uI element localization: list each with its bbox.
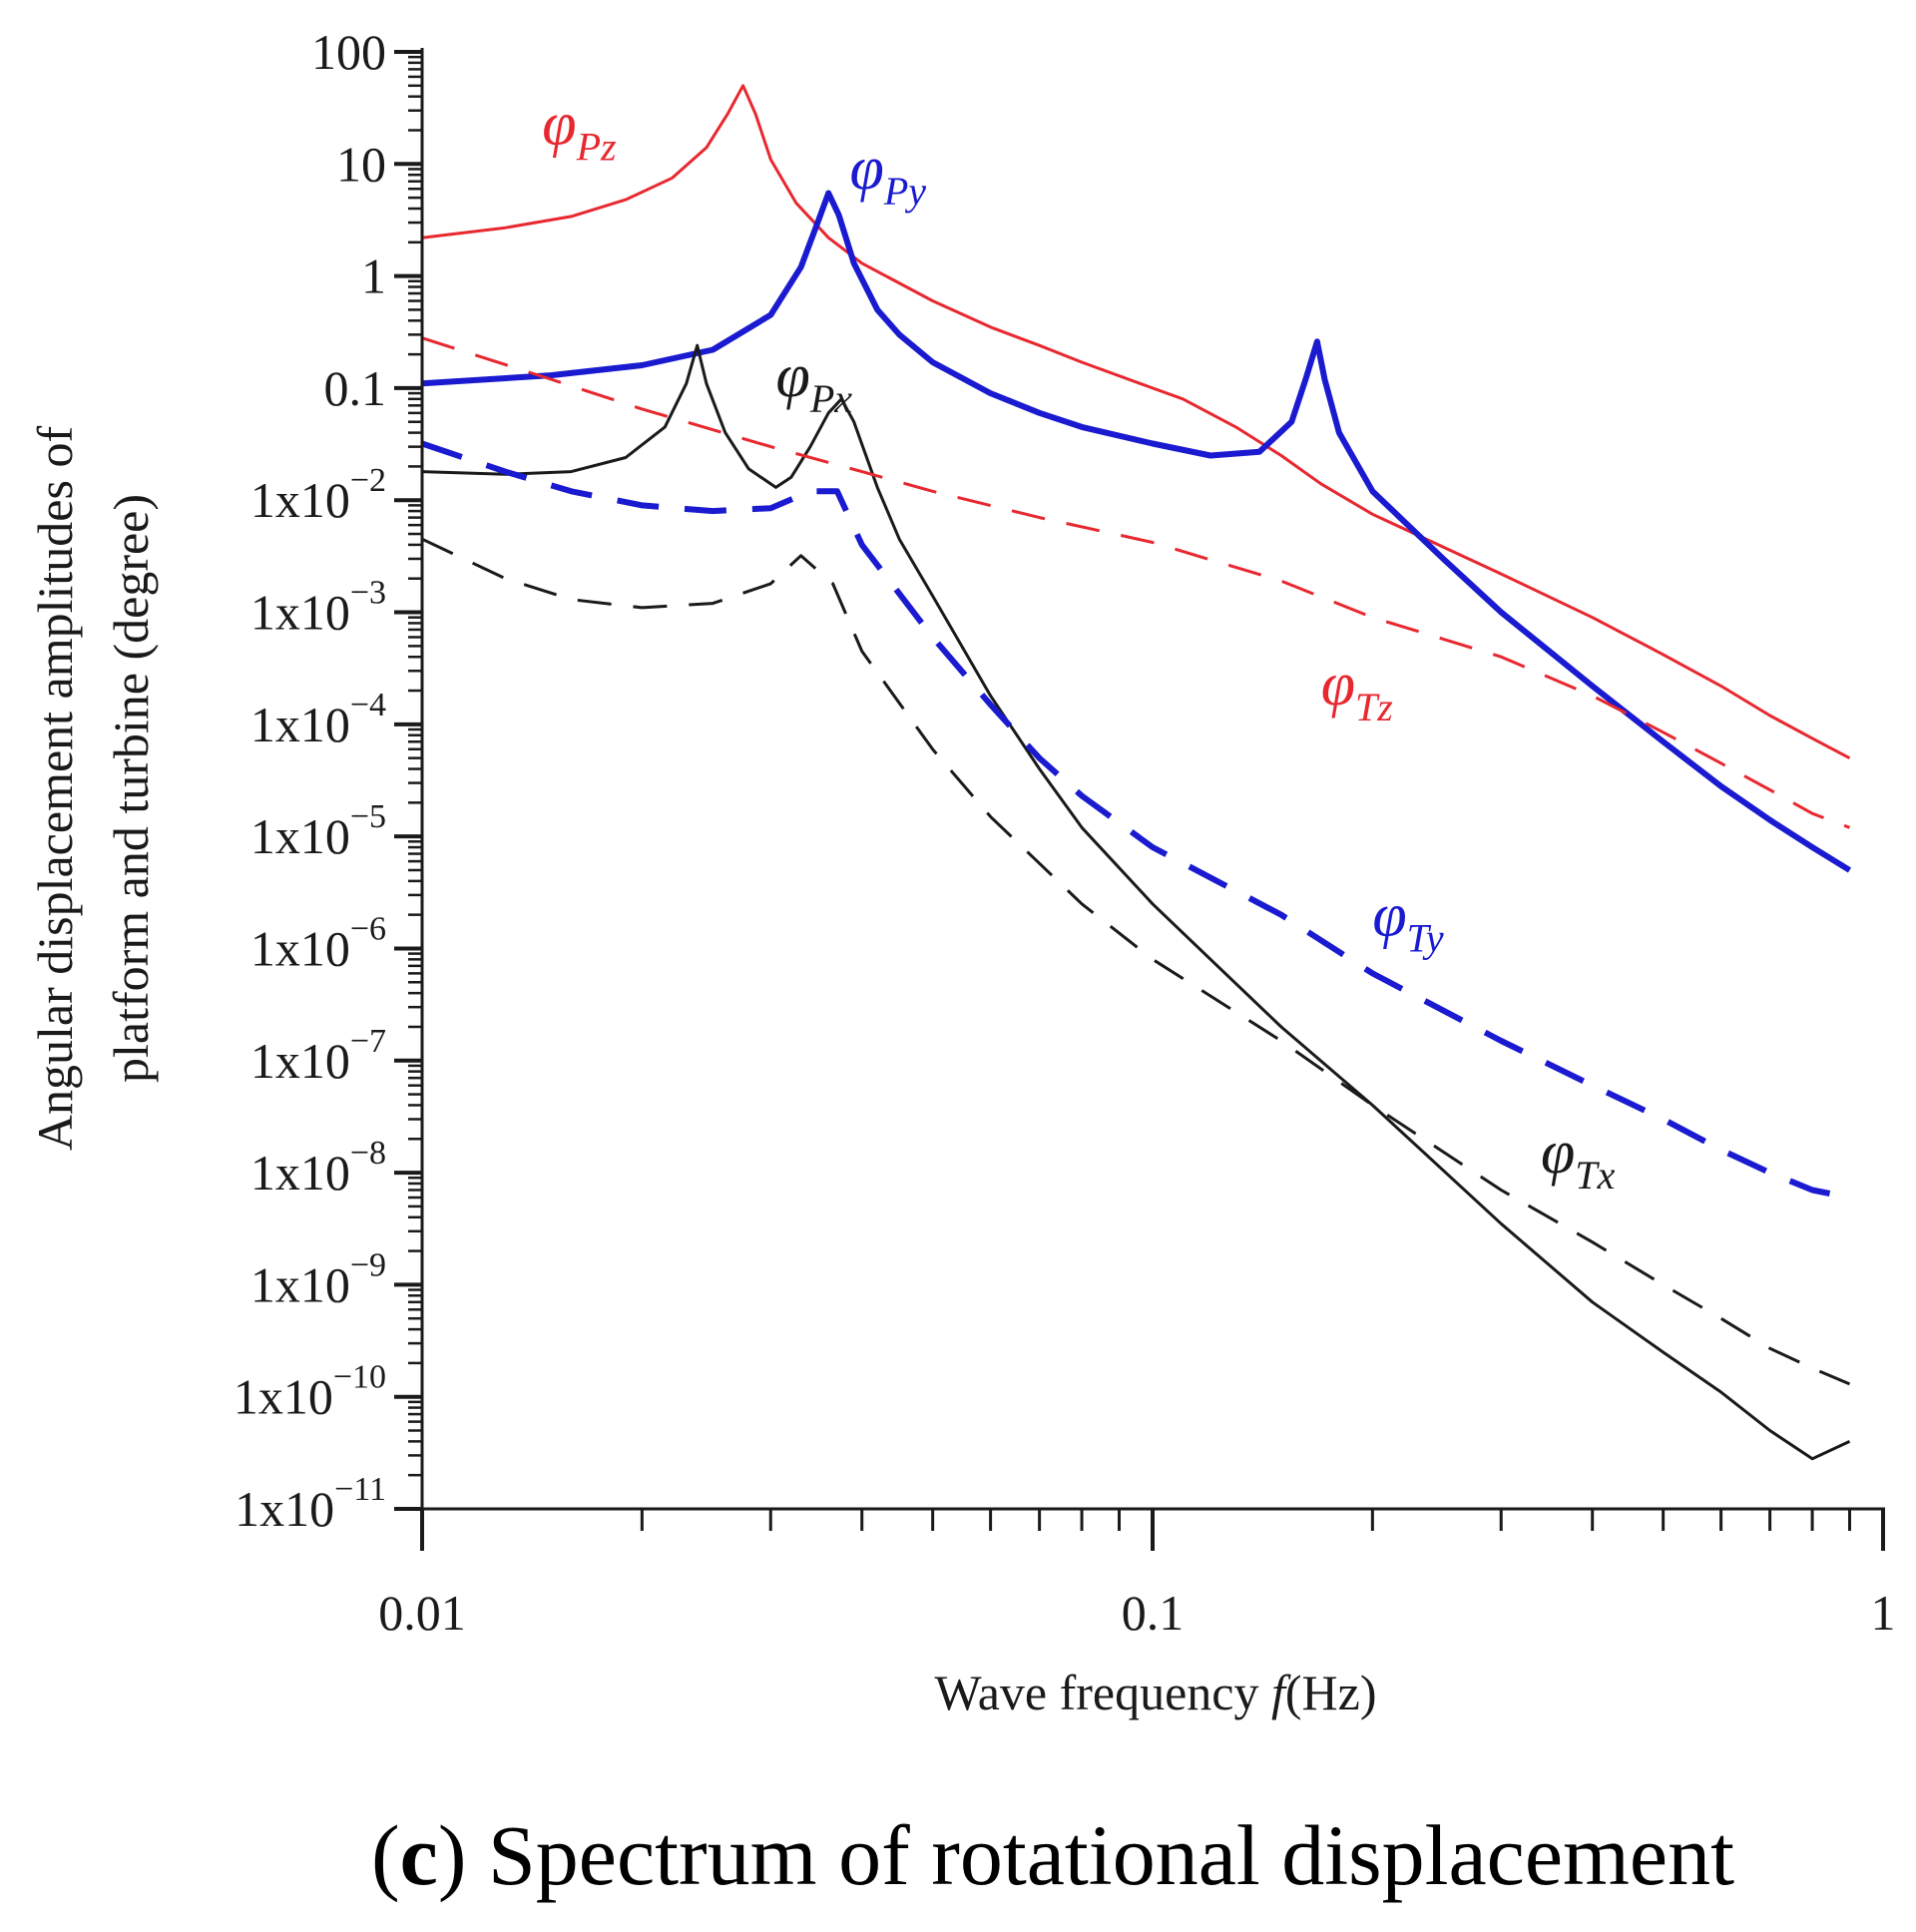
caption-open-paren: ( [371,1807,400,1903]
y-tick-label-base: 1x10 [250,472,350,528]
ticks-layer: 1001010.11x10−21x10−31x10−41x10−51x10−61… [234,24,1896,1641]
series-label-subscript: Ty [1407,916,1444,961]
y-tick-label: 1x10−10 [234,1359,386,1425]
series-label-tz: φTz [1321,651,1394,729]
y-tick-label-base: 1x10 [250,808,350,864]
y-tick-label: 100 [311,24,386,80]
y-tick-label-base: 1x10 [250,920,350,976]
y-tick-label-exponent: −3 [350,575,386,612]
series-label-subscript: Py [883,169,926,214]
series-label-px: φPx [776,342,853,421]
series-label-tx: φTx [1541,1119,1616,1198]
y-tick-label: 1x10−7 [250,1023,386,1089]
series-label-py: φPy [850,135,927,214]
series-label-symbol: φ [1372,882,1406,950]
y-tick-label: 1x10−6 [250,910,386,976]
y-tick-label-exponent: −8 [350,1135,386,1172]
series-layer [421,84,1852,1461]
x-axis-title-text: Wave frequency [935,1665,1271,1720]
series-label-subscript: Tz [1355,685,1393,729]
y-tick-label: 1x10−2 [250,462,386,528]
y-tick-label: 1x10−9 [250,1246,386,1312]
y-axis-title-line1: Angular displacement amplitudes of [27,426,83,1152]
y-tick-label-exponent: −6 [350,910,386,947]
y-tick-label: 0.1 [324,360,387,416]
y-tick-label: 1x10−11 [235,1471,386,1537]
series-label-symbol: φ [1541,1119,1575,1187]
y-tick-label-exponent: −7 [350,1023,386,1060]
y-tick-label-exponent: −9 [350,1246,386,1283]
series-label-symbol: φ [542,91,576,159]
series-label-subscript: Px [809,376,852,421]
y-tick-label-base: 1x10 [250,1256,350,1312]
series-label-symbol: φ [850,135,884,203]
y-tick-label-base: 1x10 [234,1369,333,1425]
y-tick-label-base: 1x10 [250,1145,350,1201]
series-line-tx [421,537,1851,1386]
series-line-pz [421,84,1851,760]
y-tick-label-exponent: −4 [350,687,386,724]
y-tick-label-exponent: −10 [333,1359,386,1396]
y-tick-label: 1x10−5 [250,798,386,864]
series-label-pz: φPz [542,91,617,170]
axes-layer [420,48,1885,1511]
series-label-symbol: φ [1321,651,1355,719]
series-line-tz [421,336,1851,829]
y-tick-label-exponent: −2 [350,462,386,499]
figure-caption: (c) Spectrum of rotational displacement [371,1807,1734,1903]
series-line-ty [421,440,1851,1201]
series-label-symbol: φ [776,342,810,410]
y-tick-label-base: 1x10 [250,1033,350,1089]
series-label-subscript: Pz [576,125,617,170]
y-tick-label-base: 1x10 [250,585,350,641]
y-tick-label: 1x10−3 [250,575,386,641]
y-tick-label: 1x10−4 [250,687,386,752]
x-tick-label: 1 [1871,1585,1896,1641]
series-line-px [421,343,1851,1461]
y-tick-label-exponent: −11 [334,1471,386,1508]
y-tick-label: 1 [361,248,386,304]
series-line-py [421,190,1852,873]
y-axis-title-line2: platform and turbine (degree) [103,494,159,1083]
series-label-ty: φTy [1372,882,1444,961]
y-tick-label-exponent: −5 [350,798,386,835]
y-tick-label: 1x10−8 [250,1135,386,1201]
x-axis-title-unit: (Hz) [1285,1665,1377,1720]
caption-close-paren: ) [438,1807,488,1903]
series-label-subscript: Tx [1575,1153,1615,1198]
y-tick-label-base: 1x10 [235,1481,334,1537]
y-tick-label-base: 1x10 [250,697,350,752]
x-tick-label: 0.1 [1122,1585,1185,1641]
caption-label: c [400,1807,438,1903]
x-tick-label: 0.01 [378,1585,466,1641]
y-tick-label: 10 [336,136,386,192]
x-axis-title: Wave frequency f(Hz) [935,1665,1377,1720]
caption-text: Spectrum of rotational displacement [488,1807,1734,1903]
